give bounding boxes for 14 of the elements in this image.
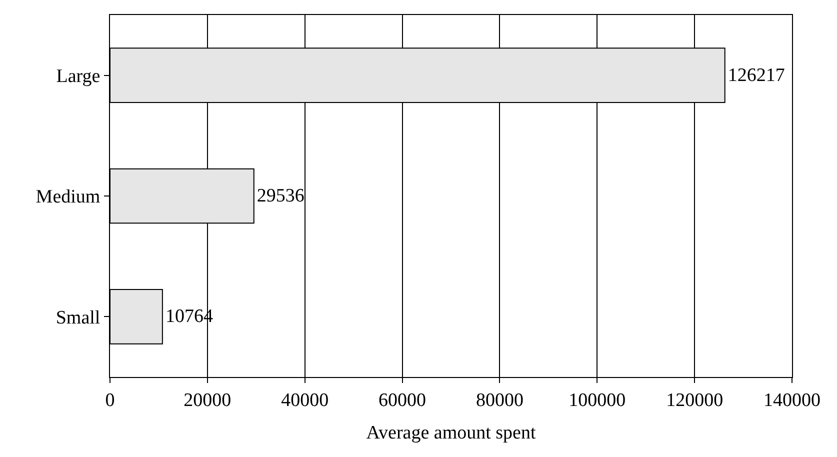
x-tick-label: 120000 [666,390,724,411]
y-tick-label: Small [56,307,100,328]
x-tick-label: 80000 [476,390,524,411]
x-axis-title: Average amount spent [366,422,536,444]
data-label: 29536 [256,186,304,206]
x-tick-label: 40000 [281,390,329,411]
y-tick-label: Medium [36,186,100,208]
x-tick-label: 100000 [568,390,626,411]
x-tick-label: 20000 [184,390,232,411]
y-tick-label: Large [56,66,100,87]
x-tick-label: 0 [105,390,115,411]
data-label: 126217 [728,64,785,86]
x-tick-label: 140000 [764,390,820,411]
x-tick-label: 60000 [378,390,426,411]
